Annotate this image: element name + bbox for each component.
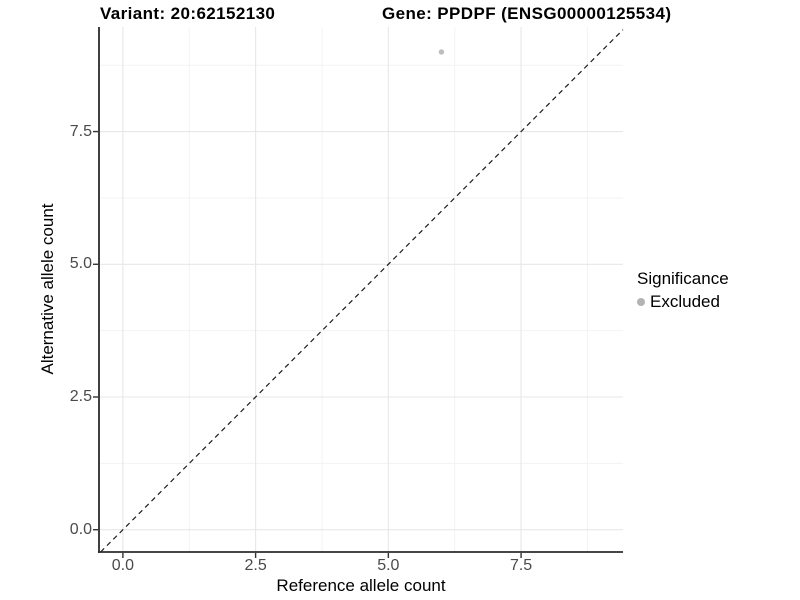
variant-title: Variant: 20:62152130 [100,4,276,23]
legend-title: Significance [637,269,729,288]
identity-dashed-line [100,29,624,553]
x-tick-label: 2.5 [244,557,267,574]
y-tick-label: 7.5 [69,122,92,140]
x-axis-title: Reference allele count [276,576,446,595]
gene-title: Gene: PPDPF (ENSG00000125534) [382,4,672,23]
y-tick-label: 2.5 [69,387,92,405]
legend: Significance Excluded [637,269,729,312]
x-tick-label: 7.5 [509,557,533,574]
y-axis-title: Alternative allele count [38,203,57,375]
y-tick-label: 5.0 [69,255,92,273]
x-tick-label: 0.0 [111,557,134,574]
x-tick-label: 5.0 [377,557,400,574]
data-point [438,49,445,55]
legend-item-label: Excluded [650,292,720,311]
excluded-point-icon [637,298,645,306]
y-tick-label: 0.0 [69,520,92,538]
legend-item-excluded: Excluded [637,292,729,312]
